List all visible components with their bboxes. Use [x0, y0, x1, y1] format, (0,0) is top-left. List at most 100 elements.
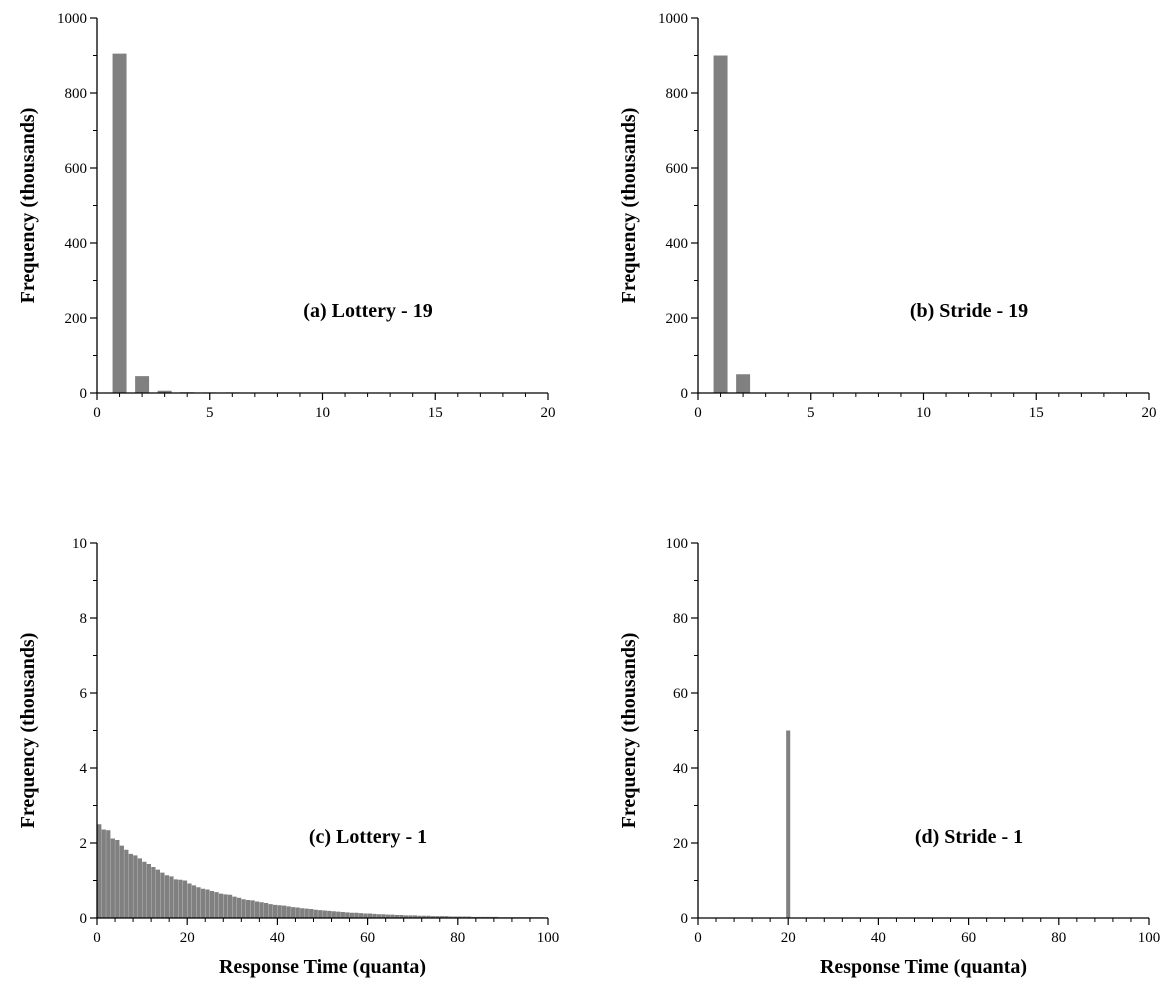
- bar: [97, 824, 102, 918]
- bar: [466, 916, 472, 918]
- y-tick-label: 0: [80, 911, 88, 927]
- y-tick-label: 400: [666, 236, 689, 252]
- bar: [245, 900, 251, 918]
- bar: [254, 901, 260, 918]
- bar: [112, 53, 127, 393]
- y-tick-label: 4: [80, 761, 88, 777]
- bar: [227, 894, 233, 918]
- bar: [286, 906, 291, 918]
- x-tick-label: 0: [694, 405, 702, 421]
- bar: [196, 887, 201, 918]
- bar: [119, 845, 124, 918]
- x-tick-label: 40: [270, 930, 285, 946]
- bar: [435, 916, 440, 918]
- bar: [182, 880, 188, 918]
- bar: [209, 891, 215, 918]
- y-axis-title: Frequency (thousands): [618, 633, 640, 829]
- panel-annotation: (b) Stride - 19: [910, 300, 1028, 322]
- y-axis-title: Frequency (thousands): [17, 108, 39, 304]
- bar: [439, 916, 445, 918]
- bar: [340, 912, 345, 918]
- y-tick-label: 400: [65, 236, 88, 252]
- bar: [399, 915, 404, 918]
- bar: [412, 915, 418, 918]
- bar: [273, 904, 278, 918]
- x-tick-label: 0: [93, 930, 101, 946]
- bar: [282, 905, 287, 918]
- bar: [101, 829, 106, 918]
- bar: [448, 916, 454, 918]
- bar: [390, 914, 395, 918]
- bar: [426, 915, 431, 918]
- x-axis-title: Response Time (quanta): [219, 956, 426, 978]
- bar: [110, 838, 115, 918]
- bar: [786, 730, 791, 918]
- x-tick-label: 10: [916, 405, 931, 421]
- bar: [403, 915, 409, 918]
- bar: [268, 904, 273, 918]
- bar: [430, 916, 436, 918]
- y-tick-label: 1000: [57, 11, 87, 27]
- y-tick-label: 200: [65, 311, 88, 327]
- bar: [146, 864, 152, 918]
- x-tick-label: 20: [541, 405, 556, 421]
- panel-b-stride-19: 0 200 400 600 800 1000 0 5 10 15 20 Frequency (thou…: [618, 11, 1157, 421]
- bar: [214, 892, 219, 918]
- x-tick-label: 10: [315, 405, 330, 421]
- x-tick-label: 0: [694, 930, 702, 946]
- bar: [178, 879, 183, 918]
- bar: [336, 911, 341, 918]
- x-tick-label: 20: [180, 930, 195, 946]
- y-tick-label: 800: [666, 86, 689, 102]
- bar: [135, 376, 150, 393]
- y-tick-label: 60: [673, 686, 688, 702]
- y-axis-title: Frequency (thousands): [618, 108, 640, 304]
- bar: [232, 896, 237, 918]
- bar: [385, 914, 391, 918]
- y-tick-label: 800: [65, 86, 88, 102]
- x-tick-label: 60: [360, 930, 375, 946]
- bar: [259, 902, 264, 918]
- bar: [457, 916, 463, 918]
- bar: [155, 869, 161, 918]
- y-tick-label: 0: [681, 911, 689, 927]
- x-tick-label: 20: [781, 930, 796, 946]
- bar: [173, 879, 179, 918]
- x-tick-label: 20: [1142, 405, 1157, 421]
- bar: [331, 911, 336, 918]
- bar: [218, 893, 224, 918]
- y-tick-label: 40: [673, 761, 688, 777]
- y-tick-label: 200: [666, 311, 689, 327]
- bar: [157, 390, 172, 393]
- bar: [191, 885, 197, 918]
- bar: [137, 858, 142, 918]
- bar: [394, 915, 400, 918]
- bar: [187, 883, 192, 918]
- bar: [363, 913, 368, 918]
- bar: [169, 876, 174, 918]
- y-tick-label: 600: [65, 161, 88, 177]
- bar: [367, 913, 372, 918]
- bar: [205, 889, 210, 918]
- bar: [128, 853, 133, 918]
- y-tick-label: 1000: [658, 11, 688, 27]
- bar: [318, 910, 323, 918]
- x-tick-label: 80: [1051, 930, 1066, 946]
- y-tick-label: 0: [80, 386, 88, 402]
- bar: [417, 915, 422, 918]
- bar: [151, 867, 156, 918]
- x-tick-label: 5: [206, 405, 214, 421]
- bar: [349, 912, 354, 918]
- bar: [453, 916, 458, 918]
- bar: [372, 913, 377, 918]
- bar: [124, 849, 129, 918]
- x-tick-label: 100: [537, 930, 560, 946]
- bar: [241, 899, 246, 918]
- bar: [200, 888, 206, 918]
- panel-annotation: (d) Stride - 1: [915, 826, 1023, 848]
- y-tick-label: 2: [80, 836, 88, 852]
- bar: [142, 861, 147, 918]
- bar: [106, 830, 111, 918]
